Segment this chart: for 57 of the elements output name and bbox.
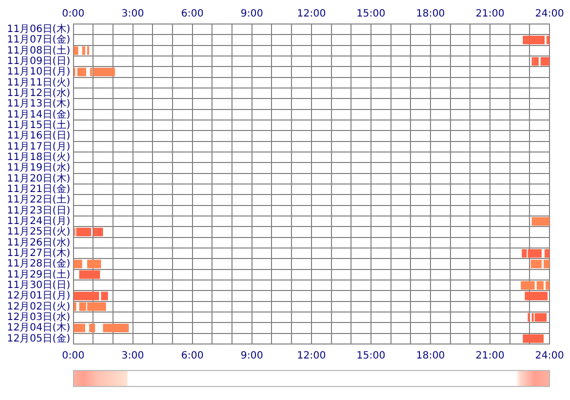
x-tick-label: 9:00 [240, 8, 264, 20]
y-tick-label: 11月15日(土) [6, 118, 70, 131]
y-tick-label: 11月29日(土) [6, 268, 70, 280]
bar [544, 260, 550, 268]
y-tick-label: 11月11日(火) [6, 76, 70, 88]
y-tick-label: 11月27日(木) [6, 246, 70, 259]
x2-tick-label: 18:00 [416, 350, 445, 362]
y-tick-label: 11月26日(水) [6, 236, 70, 248]
x2-tick-label: 24:00 [535, 350, 564, 362]
y-tick-label: 11月25日(火) [6, 226, 70, 238]
y-tick-label: 11月20日(木) [6, 172, 70, 184]
y-tick-label: 11月28日(金) [6, 258, 70, 270]
y-tick-label: 11月19日(水) [6, 162, 70, 174]
y-tick-label: 11月30日(日) [6, 280, 70, 291]
x-tick-label: 3:00 [122, 8, 144, 20]
bar [546, 281, 550, 290]
y-tick-label: 11月07日(金) [6, 34, 70, 46]
bar [530, 260, 542, 268]
y-tick-label: 11月10日(月) [6, 66, 70, 78]
x2-tick-label: 15:00 [356, 350, 386, 362]
y-tick-label: 11月14日(金) [6, 108, 70, 120]
y-tick-label: 11月16日(日) [6, 130, 70, 142]
x2-tick-label: 9:00 [240, 350, 264, 362]
y-tick-label: 11月24日(月) [6, 216, 70, 227]
bar [522, 36, 545, 44]
bar [93, 68, 115, 76]
bar [103, 324, 129, 332]
x-tick-label: 6:00 [181, 8, 204, 20]
x-tick-label: 18:00 [416, 8, 445, 20]
y-tick-label: 12月04日(木) [6, 322, 70, 334]
y-tick-label: 11月18日(火) [6, 150, 70, 163]
x2-tick-label: 3:00 [122, 350, 144, 362]
bar [74, 292, 100, 300]
y-tick-label: 11月12日(水) [6, 86, 70, 99]
x2-tick-label: 12:00 [297, 350, 326, 362]
y-tick-label: 11月08日(土) [6, 44, 70, 56]
x2-tick-label: 21:00 [476, 350, 504, 362]
x-tick-label: 12:00 [297, 8, 326, 20]
y-tick-label: 12月03日(水) [6, 310, 70, 323]
y-tick-label: 12月02日(火) [6, 300, 70, 312]
x2-tick-label: 0:00 [62, 350, 84, 362]
y-tick-label: 11月22日(土) [6, 194, 70, 206]
x-tick-label: 0:00 [62, 8, 84, 20]
y-tick-label: 12月01日(月) [6, 290, 70, 302]
y-tick-label: 11月06日(木) [6, 22, 70, 35]
y-tick-label: 11月23日(日) [6, 205, 70, 216]
y-tick-label: 11月17日(月) [6, 141, 70, 152]
bar [79, 270, 100, 279]
x-tick-label: 15:00 [356, 8, 386, 20]
x-tick-label: 24:00 [535, 8, 564, 20]
y-tick-label: 11月13日(木) [6, 98, 70, 110]
y-tick-label: 11月09日(日) [6, 56, 70, 67]
y-tick-label: 12月05日(金) [6, 332, 70, 344]
bar [522, 334, 544, 343]
x2-tick-label: 6:00 [181, 350, 204, 362]
x-tick-label: 21:00 [476, 8, 504, 20]
y-tick-label: 11月21日(金) [6, 182, 70, 195]
